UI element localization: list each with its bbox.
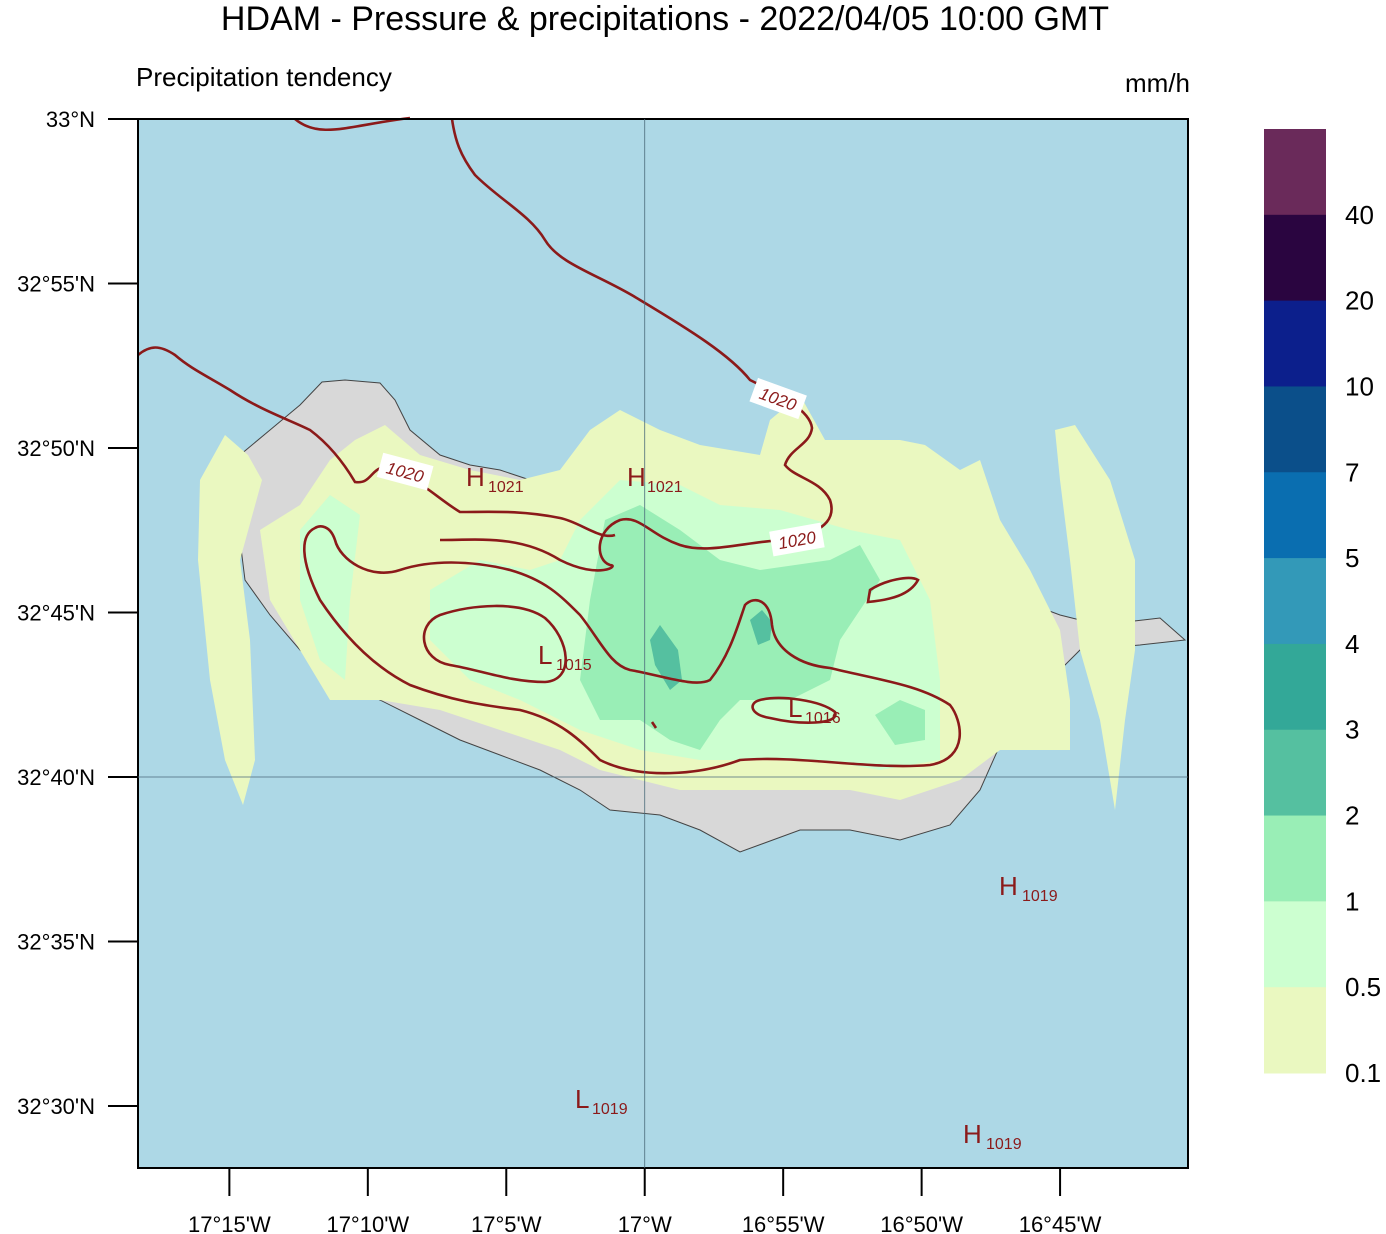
y-tick-label: 32°40'N: [17, 765, 95, 790]
subtitle: Precipitation tendency: [136, 62, 392, 92]
center-value: 1015: [556, 657, 592, 674]
center-letter: L: [575, 1084, 589, 1114]
colorbar-label: 7: [1345, 457, 1359, 487]
center-value: 1021: [647, 479, 683, 496]
colorbar-label: 0.1: [1345, 1058, 1381, 1088]
center-value: 1019: [592, 1101, 628, 1118]
colorbar-box: [1264, 987, 1326, 1074]
colorbar-label: 40: [1345, 200, 1374, 230]
isobar-labels: 1020 1020 1020: [376, 377, 825, 557]
center-value: 1019: [986, 1136, 1022, 1153]
colorbar-label: 10: [1345, 371, 1374, 401]
center-value: 1019: [1022, 888, 1058, 905]
colorbar-box: [1264, 386, 1326, 473]
x-tick-label: 16°45'W: [1019, 1212, 1102, 1234]
map-area: 1020 1020 1020 H 1021 H 1021 L 1015 L 10…: [137, 116, 1189, 1169]
colorbar-label: 2: [1345, 801, 1359, 831]
x-tick-label: 16°55'W: [742, 1212, 825, 1234]
x-tick-label: 16°50'W: [880, 1212, 963, 1234]
colorbar-label: 4: [1345, 629, 1359, 659]
center-value: 1016: [805, 710, 841, 727]
center-letter: H: [963, 1119, 982, 1149]
title: HDAM - Pressure & precipitations - 2022/…: [221, 0, 1109, 38]
precipitation-fill-1: [580, 505, 925, 750]
center-value: 1021: [488, 479, 524, 496]
colorbar-box: [1264, 643, 1326, 731]
colorbar-box: [1264, 129, 1326, 216]
colorbar-box: [1264, 300, 1326, 387]
center-letter: H: [999, 871, 1018, 901]
colorbar-label: 0.5: [1345, 972, 1381, 1002]
y-tick-label: 32°35'N: [17, 930, 95, 955]
colorbar-label: 1: [1345, 886, 1359, 916]
unit: mm/h: [1125, 68, 1190, 98]
y-tick-label: 33°N: [46, 107, 95, 132]
x-tick-label: 17°5'W: [471, 1212, 542, 1234]
y-tick-label: 32°45'N: [17, 601, 95, 626]
y-tick-label: 32°30'N: [17, 1094, 95, 1119]
colorbar-label: 20: [1345, 286, 1374, 316]
colorbar-box: [1264, 815, 1326, 902]
x-tick-label: 17°15'W: [188, 1212, 271, 1234]
precipitation-fill-2: [650, 610, 772, 690]
colorbar-box: [1264, 214, 1326, 302]
center-letter: L: [788, 693, 802, 723]
colorbar-box: [1264, 901, 1326, 988]
isobars: [137, 116, 961, 775]
colorbar-label: 5: [1345, 543, 1359, 573]
x-tick-label: 17°W: [618, 1212, 672, 1234]
colorbar-box: [1264, 472, 1326, 559]
center-letter: H: [466, 462, 485, 492]
pressure-centers: H 1021 H 1021 L 1015 L 1016 H 1019 L 101…: [466, 462, 1058, 1153]
y-tick-label: 32°55'N: [17, 272, 95, 297]
colorbar-box: [1264, 729, 1326, 817]
map-frame: [137, 118, 1189, 1169]
colorbar-label: 3: [1345, 715, 1359, 745]
center-letter: H: [627, 462, 646, 492]
center-letter: L: [538, 640, 552, 670]
x-tick-label: 17°10'W: [326, 1212, 409, 1234]
colorbar-box: [1264, 558, 1326, 645]
y-tick-label: 32°50'N: [17, 436, 95, 461]
